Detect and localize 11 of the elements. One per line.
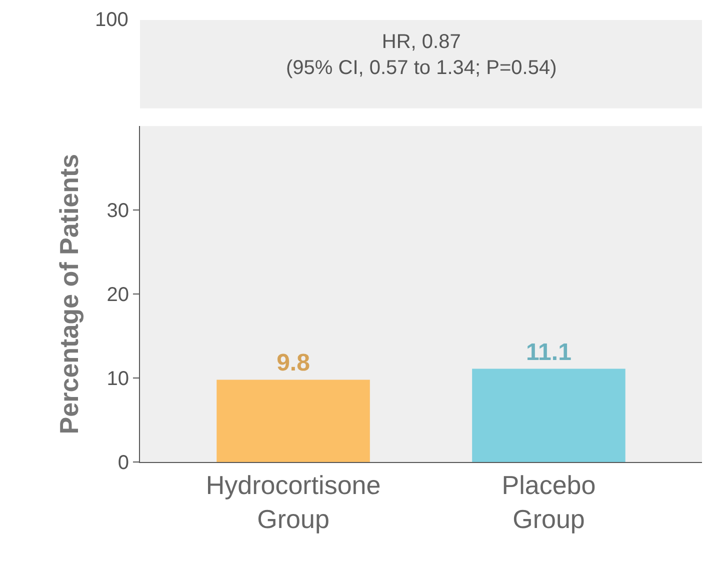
data-label: 11.1 [526,338,572,366]
y-axis-title: Percentage of Patients [54,154,84,434]
y-tick-label: 10 [106,368,129,390]
y-tick-label: 30 [106,200,129,222]
x-tick-label: Hydrocortisone Group [206,470,381,534]
data-label: 9.8 [276,350,310,377]
text: 100 [95,9,128,31]
y-tick-label: 20 [106,284,129,306]
text: HR, 0.87 (95% CI, 0.57 to 1.34; P=0.54) [286,31,557,79]
x-tick-label: Placebo Group [502,470,596,534]
y-tick-label: 0 [118,452,129,474]
